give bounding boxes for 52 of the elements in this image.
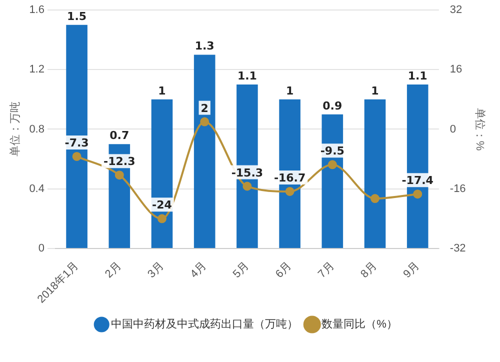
data-label: 0.7 <box>110 129 130 142</box>
x-tick-label: 3月 <box>146 260 166 281</box>
y2-tick-label: -16 <box>450 182 466 195</box>
data-label: -15.3 <box>231 166 264 180</box>
data-label: -16.7 <box>274 171 306 184</box>
data-label: 1.1 <box>408 70 428 83</box>
data-label: 1 <box>286 84 294 98</box>
y-tick-label: 0 <box>38 242 44 255</box>
bar <box>194 54 216 248</box>
point <box>242 182 252 191</box>
point <box>285 186 294 196</box>
data-label: -24 <box>152 198 172 212</box>
y-tick-label: 0.8 <box>29 123 44 136</box>
x-tick-label: 8月 <box>358 260 380 281</box>
data-label: -17.4 <box>402 174 434 188</box>
data-label: 1.3 <box>194 40 214 53</box>
point <box>157 214 166 224</box>
data-label: 1.1 <box>237 70 257 83</box>
point <box>72 152 82 161</box>
y2-tick-label: 0 <box>450 123 456 136</box>
point <box>413 190 422 199</box>
y2-tick-label: 32 <box>450 4 462 16</box>
point <box>328 160 337 170</box>
legend-label: 数量同比（%） <box>322 318 398 331</box>
bar <box>66 24 88 248</box>
legend-label: 中国中药材及中式成药出口量（万吨） <box>111 318 298 331</box>
data-label: -9.5 <box>320 144 344 158</box>
y-tick-label: 1.2 <box>29 64 44 76</box>
y2-tick-label: 16 <box>450 64 462 76</box>
data-label: -12.3 <box>104 155 136 168</box>
bar <box>364 99 386 248</box>
data-label: 1 <box>158 84 166 98</box>
x-tick-label: 5月 <box>230 260 252 281</box>
y2-tick-label: -32 <box>450 242 466 255</box>
point <box>114 170 124 180</box>
data-label: 0.9 <box>322 99 342 112</box>
data-label: 1 <box>371 84 379 98</box>
x-tick-label: 7月 <box>316 260 337 281</box>
point <box>200 117 210 126</box>
x-tick-label: 4月 <box>188 260 209 281</box>
data-label: 1.5 <box>67 10 87 23</box>
y-axis-title: 单位：万吨 <box>8 102 22 157</box>
y-tick-label: 0.4 <box>29 182 44 195</box>
x-tick-label: 2月 <box>103 260 124 281</box>
data-label: 2 <box>200 102 208 115</box>
point <box>370 194 380 204</box>
bar <box>151 99 173 248</box>
x-tick-label: 6月 <box>273 260 294 281</box>
x-tick-label: 9月 <box>401 260 422 281</box>
y2-axis-title: 单位：% <box>473 108 486 151</box>
data-label: -7.3 <box>64 136 89 150</box>
y-tick-label: 1.6 <box>29 4 44 16</box>
